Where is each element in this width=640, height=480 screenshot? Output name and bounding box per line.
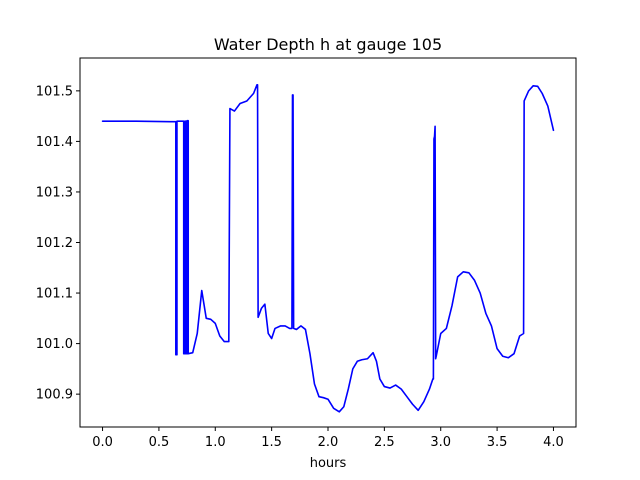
y-tick-label: 101.1 — [36, 287, 73, 302]
y-tick-label: 100.9 — [36, 388, 73, 403]
y-tick-label: 101.3 — [36, 185, 73, 200]
x-tick-label: 2.5 — [374, 435, 395, 450]
y-tick-label: 101.5 — [36, 84, 73, 99]
x-tick-label: 1.5 — [261, 435, 282, 450]
y-tick-label: 101.4 — [36, 135, 73, 150]
x-tick-label: 3.0 — [430, 435, 451, 450]
x-tick-label: 0.5 — [149, 435, 170, 450]
y-tick-label: 101.0 — [36, 337, 73, 352]
x-tick-label: 1.0 — [205, 435, 226, 450]
chart-title: Water Depth h at gauge 105 — [214, 35, 442, 54]
x-tick-label: 0.0 — [92, 435, 113, 450]
x-tick-label: 3.5 — [487, 435, 508, 450]
series-line — [101, 83, 555, 413]
y-axis: 100.9 101.0 101.1 101.2 101.3 101.4 101.5 — [36, 84, 80, 403]
x-axis: 0.0 0.5 1.0 1.5 2.0 2.5 3.0 3.5 4.0 — [92, 427, 564, 450]
plot-area — [101, 83, 555, 413]
x-tick-label: 2.0 — [318, 435, 339, 450]
x-tick-label: 4.0 — [543, 435, 564, 450]
y-tick-label: 101.2 — [36, 236, 73, 251]
x-axis-label: hours — [310, 456, 347, 471]
plot-frame — [79, 57, 577, 428]
